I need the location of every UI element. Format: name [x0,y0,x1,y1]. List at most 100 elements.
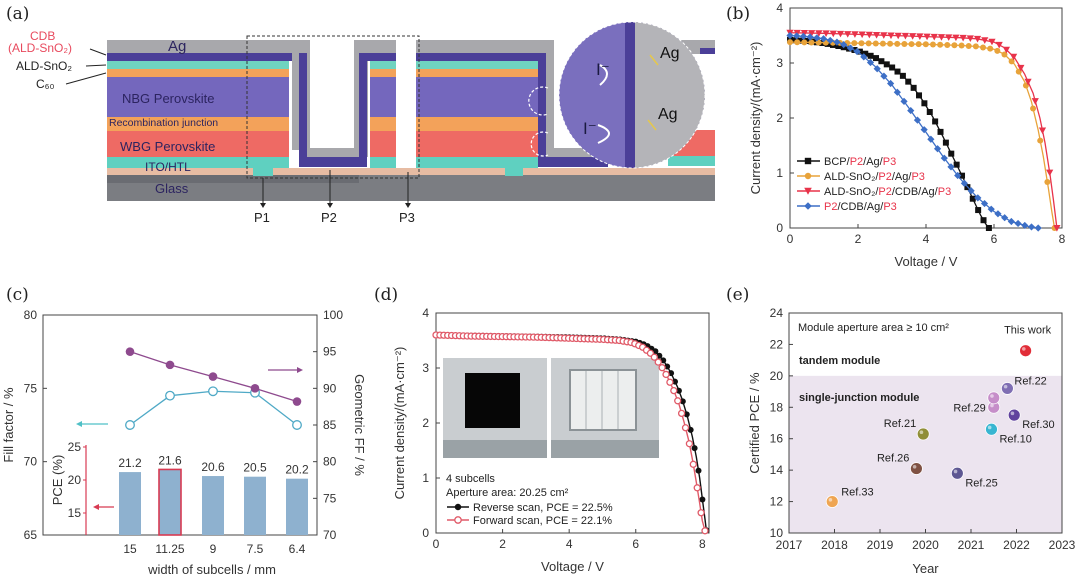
nbg-text: NBG Perovskite [122,91,214,106]
ag-text: Ag [168,38,186,55]
data-point [836,30,845,38]
data-point [1044,178,1051,185]
data-point [250,384,260,393]
scatter-point: Ref.10 [985,422,1032,445]
data-point [905,78,912,85]
data-point [865,40,872,47]
right-ald [416,61,538,69]
x-axis-label: Voltage / V [895,254,958,269]
legend-text-part: ALD-SnO₂/ [824,171,879,183]
y-tick-label: 3 [422,361,429,375]
data-point [687,426,694,433]
data-point [878,58,885,65]
chart-c-ff-pce: 65 70 75 80 70 75 80 85 90 95 100 15 11.25 9 7.5 6.4 wid… [1,308,367,577]
data-point [677,409,686,418]
point-highlight [912,464,917,469]
ion-arrow-1 [599,64,608,86]
point-marker [987,391,1001,405]
header-annotation: Module aperture area ≥ 10 cm² [798,322,949,334]
data-point [909,33,917,40]
legend-marker [804,157,812,165]
data-point [910,84,917,91]
data-point [1046,169,1054,177]
y-right-tick-label: 75 [323,491,337,505]
x-tick-label: 8 [1059,232,1066,246]
data-point [786,31,794,40]
ion-path-arc-1 [528,86,549,116]
data-point [650,353,658,361]
data-point [799,32,808,40]
y-tick-label: 0 [776,221,783,235]
y-right-tick-label: 80 [323,455,337,469]
data-point [894,40,901,47]
p1-arrow-icon [260,203,266,208]
x-tick-label: 11.25 [155,542,184,556]
pce-tick-label: 15 [68,506,82,520]
point-marker [1019,344,1032,358]
legend-marker [804,202,812,210]
pce-bar [202,476,224,535]
x-tick-label: 4 [923,232,930,246]
data-point [942,139,949,146]
right-recomb [416,117,538,131]
point-highlight [1010,411,1015,416]
scatter-point: Ref.22 [1001,375,1047,395]
right-nbg [416,77,538,117]
data-point [675,387,682,394]
x-tick-label: 2 [855,232,862,246]
y-tick-label: 2 [776,111,783,125]
panel-label-e: (e) [726,285,749,305]
series-geometric-ff [125,347,302,406]
y-tick-label: 20 [770,369,784,383]
x-tick-label: 2023 [1049,538,1076,552]
data-point [125,420,135,430]
right-cdb [416,53,544,61]
ald-callout: ALD-SnO₂ [16,59,72,73]
legend-marker [454,516,462,524]
data-point [801,39,808,46]
mid-cdb-top [367,53,396,61]
data-point [658,364,666,372]
data-point [908,41,915,48]
data-point [995,41,1003,49]
x-tick-label: 6 [991,232,998,246]
y-axis-label: Current density/(mA·cm⁻²) [392,347,407,500]
y-right-tick-label: 70 [323,528,337,542]
data-point [1034,224,1042,232]
point-highlight [1022,347,1026,351]
legend-text-part: P3 [911,171,924,183]
data-point [865,31,873,39]
chart-b-jv-curves: 0 2 4 6 8 0 1 2 3 4 Voltage / V Current density/(mA… [748,1,1066,269]
pce-bar-label: 20.5 [243,461,267,475]
y-tick-label: 2 [422,416,429,430]
data-point [967,187,975,195]
pce-bar-label: 21.6 [158,453,182,467]
y-left-tick-label: 75 [24,381,38,395]
data-point [965,42,972,49]
right-ito [416,157,538,168]
data-point [893,88,901,96]
x-tick-label: 7.5 [247,542,264,556]
x-axis-label: Voltage / V [541,559,604,574]
data-point [916,33,924,41]
data-point [880,32,888,39]
pce-bar-label: 20.6 [201,460,225,474]
data-point [862,50,869,57]
y-tick-label: 22 [770,337,784,351]
cdb-callout-line1: CDB [30,29,55,43]
scatter-point: Ref.26 [877,453,923,475]
data-point [858,40,865,47]
mid-nbg [370,77,396,117]
x-tick-label: 2017 [776,538,803,552]
data-point [822,30,830,37]
data-point [980,217,987,224]
pce-bar-label: 20.2 [285,463,309,477]
legend-text-part: P2 [850,156,863,168]
series-line [129,390,298,426]
ito-text: ITO/HTL [145,160,191,174]
data-point [927,135,935,143]
data-point [866,58,875,67]
data-point [846,44,854,52]
